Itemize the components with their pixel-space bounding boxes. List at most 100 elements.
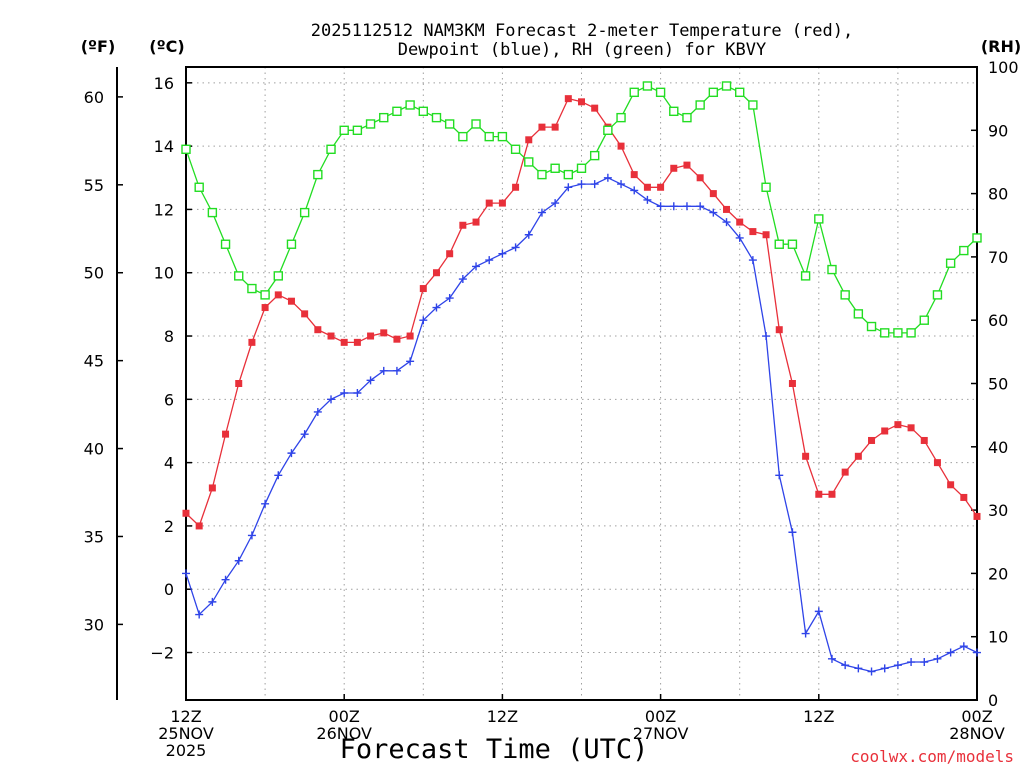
data-point (471, 119, 481, 129)
data-point (617, 180, 626, 189)
data-point (840, 290, 850, 300)
data-point (551, 123, 559, 131)
data-point (853, 309, 864, 319)
data-point (973, 512, 981, 520)
data-point (524, 157, 534, 167)
data-point (352, 125, 363, 136)
data-point (657, 183, 665, 191)
data-point (656, 202, 665, 211)
data-point (906, 328, 916, 338)
rh-tick-label: 100 (988, 58, 1019, 77)
data-point (181, 144, 191, 154)
data-point (235, 380, 243, 387)
data-point (182, 569, 190, 578)
data-point (458, 131, 468, 142)
data-point (537, 208, 546, 217)
data-point (920, 436, 928, 444)
data-point (933, 654, 942, 663)
data-point (735, 87, 745, 98)
data-point (881, 427, 889, 435)
data-point (405, 100, 415, 110)
data-point (920, 658, 929, 667)
celsius-tick-label: 16 (154, 74, 174, 93)
data-point (340, 338, 348, 346)
data-point (828, 490, 836, 498)
data-point (669, 106, 679, 117)
data-point (630, 186, 639, 195)
data-point (314, 326, 322, 334)
data-point (524, 230, 533, 239)
data-point (630, 171, 638, 179)
data-point (431, 112, 442, 123)
data-point (234, 271, 244, 281)
data-point (537, 169, 547, 180)
data-point (340, 388, 349, 397)
data-point (775, 326, 783, 334)
data-point (418, 106, 428, 117)
data-point (774, 239, 784, 249)
data-point (485, 199, 493, 207)
rh-tick-label: 80 (988, 185, 1008, 204)
data-point (787, 239, 798, 249)
data-point (748, 100, 758, 110)
fahrenheit-tick-label: 35 (84, 527, 104, 546)
data-point (616, 112, 626, 123)
data-point (695, 100, 705, 110)
data-point (498, 199, 506, 207)
x-tick-label: 12Z (803, 707, 834, 726)
data-point (643, 183, 651, 191)
data-point (591, 104, 599, 112)
data-point (261, 304, 269, 312)
chart-title-line-2: Dewpoint (blue), RH (green) for KBVY (398, 40, 766, 60)
data-point (868, 436, 876, 444)
data-point (893, 328, 903, 338)
celsius-tick-label: 2 (164, 517, 174, 536)
data-point (709, 190, 717, 198)
data-point (761, 182, 771, 192)
data-point (195, 522, 203, 530)
data-point (946, 648, 955, 657)
data-point (578, 98, 585, 106)
data-point (655, 87, 666, 98)
data-point (247, 531, 256, 540)
fahrenheit-tick-label: 40 (84, 440, 104, 459)
x-tick-label: 00Z (645, 707, 676, 726)
rh-tick-label: 0 (988, 691, 998, 710)
data-point (907, 424, 915, 432)
data-point (945, 258, 956, 268)
x-tick-label: 25NOV (158, 724, 214, 743)
series-rh (181, 81, 982, 338)
data-point (339, 125, 349, 136)
data-point (458, 275, 467, 284)
data-point (736, 218, 744, 226)
fahrenheit-tick-label: 45 (84, 352, 104, 371)
data-point (762, 332, 771, 341)
data-point (299, 207, 310, 218)
celsius-tick-label: 0 (164, 580, 174, 599)
x-tick-label: 27NOV (633, 724, 689, 743)
data-point (841, 661, 850, 670)
x-tick-label: 12Z (170, 707, 201, 726)
rh-tick-label: 30 (988, 501, 1008, 520)
fahrenheit-tick-label: 30 (84, 615, 104, 634)
data-point (419, 316, 428, 325)
data-point (722, 218, 731, 227)
data-point (841, 468, 849, 476)
data-point (959, 642, 968, 651)
data-point (603, 173, 612, 182)
data-point (208, 484, 216, 492)
data-point (234, 556, 243, 565)
data-point (801, 629, 810, 638)
data-point (669, 202, 678, 211)
data-point (367, 332, 375, 340)
data-point (576, 163, 587, 173)
data-point (287, 449, 296, 458)
x-tick-label: 26NOV (316, 724, 372, 743)
data-point (353, 388, 362, 397)
data-point (815, 490, 823, 498)
data-point (932, 290, 943, 300)
data-point (485, 256, 494, 265)
data-point (393, 335, 401, 343)
data-point (247, 283, 257, 294)
